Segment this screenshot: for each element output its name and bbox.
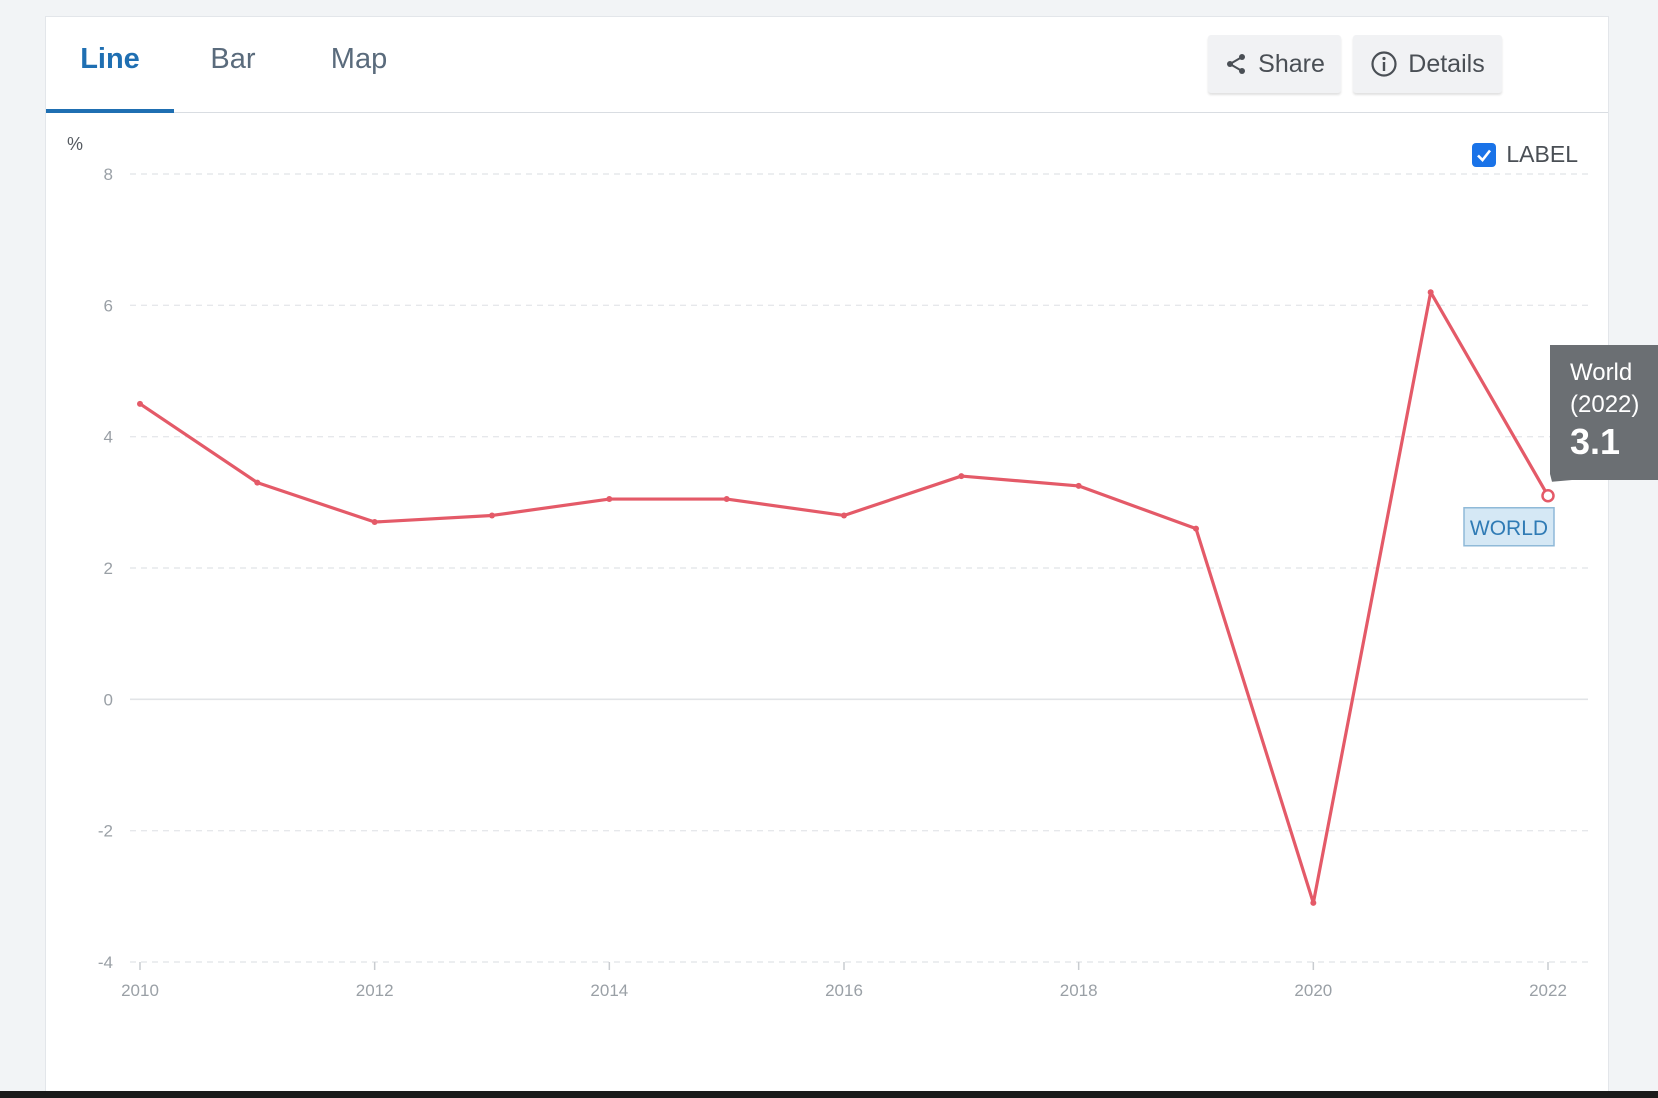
x-tick-label: 2020	[1294, 981, 1332, 1000]
label-checkbox[interactable]	[1472, 142, 1497, 167]
data-point-highlighted	[1541, 489, 1555, 503]
chart-card: Line Bar Map Share	[45, 16, 1609, 1098]
chart-type-tabs: Line Bar Map Share	[46, 17, 1608, 113]
label-toggle[interactable]: LABEL	[1472, 141, 1578, 168]
bottom-edge-bar	[0, 1091, 1658, 1098]
series-label-text: WORLD	[1470, 517, 1548, 540]
x-tick-label: 2022	[1529, 981, 1567, 1000]
details-button[interactable]: Details	[1353, 35, 1502, 93]
x-tick-label: 2014	[590, 981, 628, 1000]
tooltip-value: 3.1	[1570, 421, 1620, 462]
data-point	[958, 473, 965, 480]
data-point	[254, 479, 261, 486]
checkmark-icon	[1477, 149, 1492, 162]
share-icon	[1224, 52, 1248, 76]
tooltip-period: (2022)	[1570, 391, 1639, 418]
y-tick-label: -4	[98, 953, 113, 972]
y-tick-label: 6	[104, 296, 113, 315]
share-label: Share	[1258, 49, 1325, 78]
tab-bar[interactable]: Bar	[210, 43, 256, 75]
y-tick-label: -2	[98, 822, 113, 841]
share-button[interactable]: Share	[1208, 35, 1341, 93]
tab-map[interactable]: Map	[330, 43, 388, 75]
y-tick-label: 4	[104, 428, 113, 447]
data-point	[137, 400, 143, 407]
y-tick-label: 0	[104, 690, 113, 709]
x-tick-label: 2016	[825, 981, 863, 1000]
tooltip-name: World	[1570, 359, 1632, 386]
y-tick-label: 2	[104, 559, 113, 578]
x-tick-label: 2010	[121, 981, 159, 1000]
tab-line[interactable]: Line	[46, 17, 174, 113]
data-point	[371, 519, 378, 526]
label-toggle-text: LABEL	[1506, 141, 1578, 167]
x-tick-label: 2018	[1060, 981, 1098, 1000]
data-point	[606, 496, 613, 503]
data-point	[1193, 525, 1199, 532]
series-line-world	[139, 290, 1550, 905]
info-icon	[1370, 50, 1398, 78]
details-label: Details	[1408, 49, 1485, 78]
y-tick-label: 8	[104, 165, 113, 184]
data-point	[1075, 482, 1082, 489]
y-axis-unit-label: %	[67, 134, 83, 154]
data-point	[1310, 899, 1317, 906]
data-point	[1427, 289, 1434, 296]
series-label-box	[1463, 507, 1555, 547]
data-point	[723, 496, 730, 503]
data-point	[841, 512, 847, 519]
tooltip-box	[1550, 345, 1658, 482]
x-tick-label: 2012	[356, 981, 394, 1000]
data-point	[489, 512, 495, 519]
